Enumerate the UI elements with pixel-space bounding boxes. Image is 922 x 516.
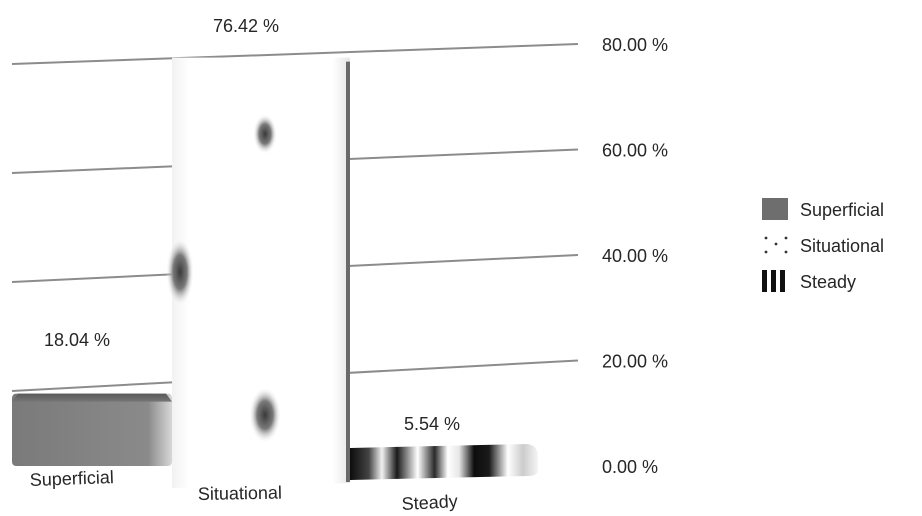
- y-tick-label: 20.00 %: [602, 352, 668, 372]
- legend-label-steady: Steady: [800, 272, 856, 292]
- y-tick-label: 60.00 %: [602, 141, 668, 161]
- bars: [12, 57, 538, 489]
- legend-swatch-superficial: [762, 198, 788, 220]
- labels: 0.00 % 20.00 % 40.00 % 60.00 % 80.00 % 18.04 …: [29, 16, 668, 514]
- category-label-superficial: Superficial: [29, 467, 114, 490]
- bar-steady: [350, 444, 538, 480]
- bar-situational: [172, 57, 350, 489]
- y-tick-label: 0.00 %: [602, 457, 658, 477]
- data-label-steady: 5.54 %: [404, 414, 460, 434]
- legend-swatch-steady: [762, 270, 785, 292]
- bar-superficial-top: [12, 393, 172, 402]
- legend-label-superficial: Superficial: [800, 200, 884, 220]
- legend-swatch-situational: [764, 236, 788, 254]
- legend: Superficial Situational Steady: [762, 198, 884, 292]
- bar-superficial: [12, 393, 172, 466]
- category-label-situational: Situational: [198, 483, 282, 504]
- data-label-superficial: 18.04 %: [44, 330, 110, 350]
- y-tick-label: 80.00 %: [602, 35, 668, 55]
- bar-situational-dot: [253, 114, 277, 154]
- legend-label-situational: Situational: [800, 236, 884, 256]
- y-tick-label: 40.00 %: [602, 246, 668, 266]
- bar-situational-dot: [166, 238, 194, 306]
- gridline: [11, 43, 579, 65]
- category-label-steady: Steady: [401, 491, 458, 514]
- bar-situational-dot: [249, 387, 281, 443]
- data-label-situational: 76.42 %: [213, 16, 279, 36]
